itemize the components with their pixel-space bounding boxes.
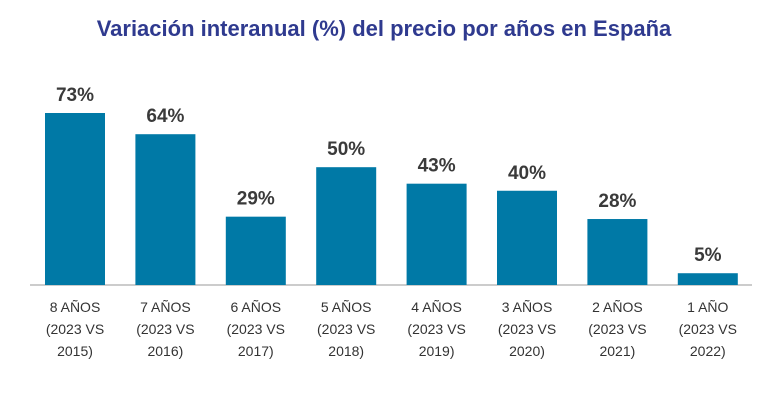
category-label: 1 AÑO (2023 VS 2022) — [679, 299, 737, 359]
category-label: 8 AÑOS (2023 VS 2015) — [46, 299, 104, 359]
category-label: 4 AÑOS (2023 VS 2019) — [407, 299, 465, 359]
category-label-line: 2017) — [238, 343, 274, 359]
data-label: 64% — [146, 106, 184, 127]
category-label-line: (2023 VS — [588, 321, 646, 337]
bar — [497, 190, 557, 285]
category-label-line: 2020) — [509, 343, 545, 359]
data-label: 29% — [237, 189, 275, 210]
category-label-line: 2016) — [147, 343, 183, 359]
category-label: 3 AÑOS (2023 VS 2020) — [498, 299, 556, 359]
category-label-line: (2023 VS — [46, 321, 104, 337]
category-label-line: 2015) — [57, 343, 93, 359]
bar — [587, 219, 648, 285]
data-label: 50% — [327, 139, 365, 160]
data-label: 43% — [418, 156, 456, 177]
category-label: 5 AÑOS (2023 VS 2018) — [317, 299, 375, 359]
category-label-line: 4 AÑOS — [411, 299, 462, 315]
category-label-line: 2022) — [690, 343, 726, 359]
chart-title: Variación interanual (%) del precio por … — [96, 16, 672, 41]
category-label-line: 1 AÑO — [687, 299, 728, 315]
category-label-line: (2023 VS — [407, 321, 465, 337]
category-label-line: 2018) — [328, 343, 364, 359]
category-label: 6 AÑOS (2023 VS 2017) — [227, 299, 285, 359]
data-label: 5% — [694, 245, 722, 266]
category-label-line: 8 AÑOS — [50, 299, 101, 315]
category-label-line: (2023 VS — [679, 321, 737, 337]
category-label-line: (2023 VS — [227, 321, 285, 337]
bar — [406, 183, 467, 285]
bar — [225, 216, 286, 285]
category-label: 7 AÑOS (2023 VS 2016) — [136, 299, 194, 359]
data-label: 73% — [56, 85, 94, 106]
category-label-line: 7 AÑOS — [140, 299, 191, 315]
data-label: 28% — [598, 191, 636, 212]
category-label: 2 AÑOS (2023 VS 2021) — [588, 299, 646, 359]
bar — [677, 273, 738, 285]
data-label: 40% — [508, 163, 546, 184]
category-label-line: 3 AÑOS — [502, 299, 553, 315]
category-label-line: 6 AÑOS — [231, 299, 282, 315]
category-label-line: 2019) — [419, 343, 455, 359]
category-label-line: 2 AÑOS — [592, 299, 643, 315]
category-label-line: (2023 VS — [136, 321, 194, 337]
bar — [45, 113, 105, 285]
category-label-line: (2023 VS — [317, 321, 375, 337]
bar — [135, 134, 196, 285]
category-label-line: (2023 VS — [498, 321, 556, 337]
bar — [316, 167, 377, 285]
category-label-line: 2021) — [599, 343, 635, 359]
category-label-line: 5 AÑOS — [321, 299, 372, 315]
